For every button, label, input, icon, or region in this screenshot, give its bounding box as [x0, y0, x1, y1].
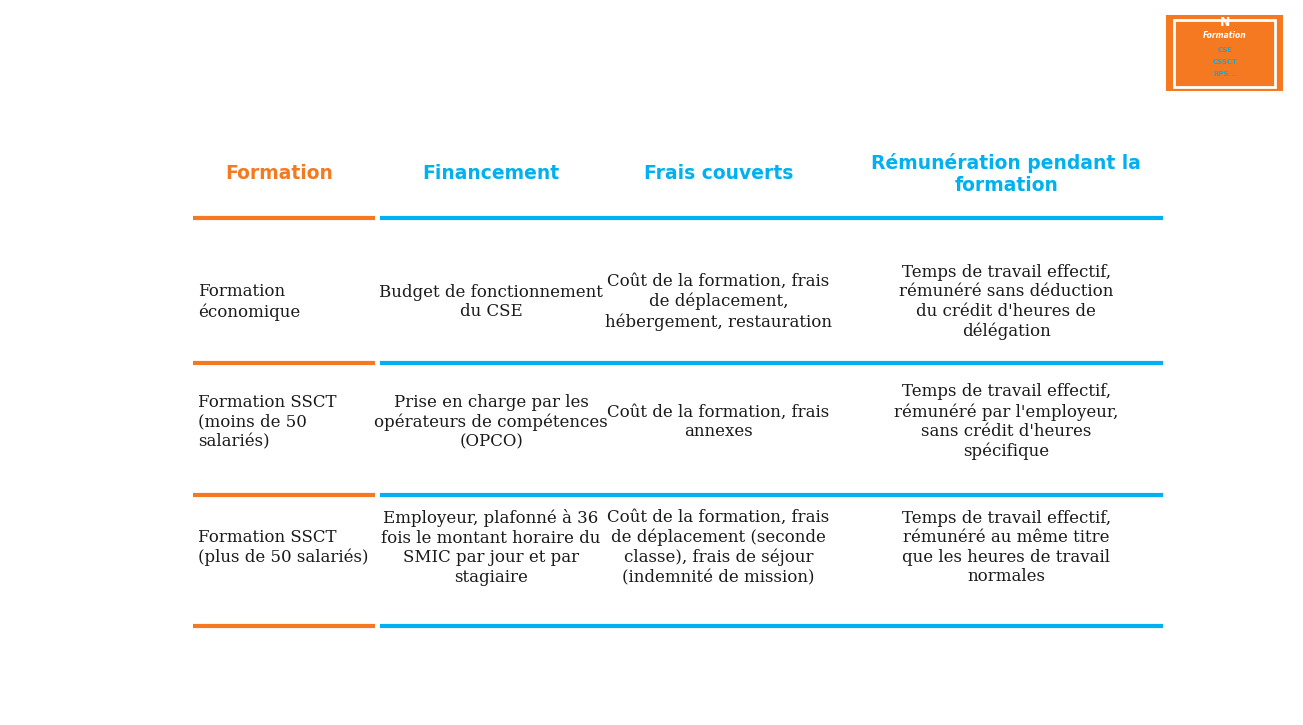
Text: Prise en charge par les
opérateurs de compétences
(OPCO): Prise en charge par les opérateurs de co…	[374, 394, 609, 450]
Text: Temps de travail effectif,
rémunéré sans déduction
du crédit d'heures de
délégat: Temps de travail effectif, rémunéré sans…	[899, 264, 1113, 340]
Text: Rémunération pendant la
formation: Rémunération pendant la formation	[872, 152, 1141, 194]
Text: RPS...: RPS...	[1213, 71, 1237, 77]
Text: Formation
économique: Formation économique	[198, 283, 301, 320]
Text: Formation SSCT
(plus de 50 salariés): Formation SSCT (plus de 50 salariés)	[198, 529, 369, 566]
Text: Formation SSCT
(moins de 50
salariés): Formation SSCT (moins de 50 salariés)	[198, 394, 336, 450]
Text: Employeur, plafonné à 36
fois le montant horaire du
SMIC par jour et par
stagiai: Employeur, plafonné à 36 fois le montant…	[382, 509, 601, 586]
Text: Financement: Financement	[422, 164, 559, 183]
Text: Temps de travail effectif,
rémunéré par l'employeur,
sans crédit d'heures
spécif: Temps de travail effectif, rémunéré par …	[894, 384, 1118, 460]
Text: Coût de la formation, frais
de déplacement,
hébergement, restauration: Coût de la formation, frais de déplaceme…	[605, 273, 831, 331]
Text: CSSCT: CSSCT	[1212, 59, 1238, 65]
Text: Temps de travail effectif,
rémunéré au même titre
que les heures de travail
norm: Temps de travail effectif, rémunéré au m…	[902, 510, 1110, 586]
Text: Budget de fonctionnement
du CSE: Budget de fonctionnement du CSE	[379, 283, 603, 320]
Text: Formation: Formation	[1203, 31, 1247, 41]
Text: Coût de la formation, frais
de déplacement (seconde
classe), frais de séjour
(in: Coût de la formation, frais de déplaceme…	[607, 509, 830, 586]
Text: N: N	[1220, 16, 1230, 28]
Text: CSE: CSE	[1217, 46, 1233, 52]
Text: Formation: Formation	[225, 164, 334, 183]
Text: Coût de la formation, frais
annexes: Coût de la formation, frais annexes	[607, 404, 830, 440]
Text: Frais couverts: Frais couverts	[644, 164, 794, 183]
